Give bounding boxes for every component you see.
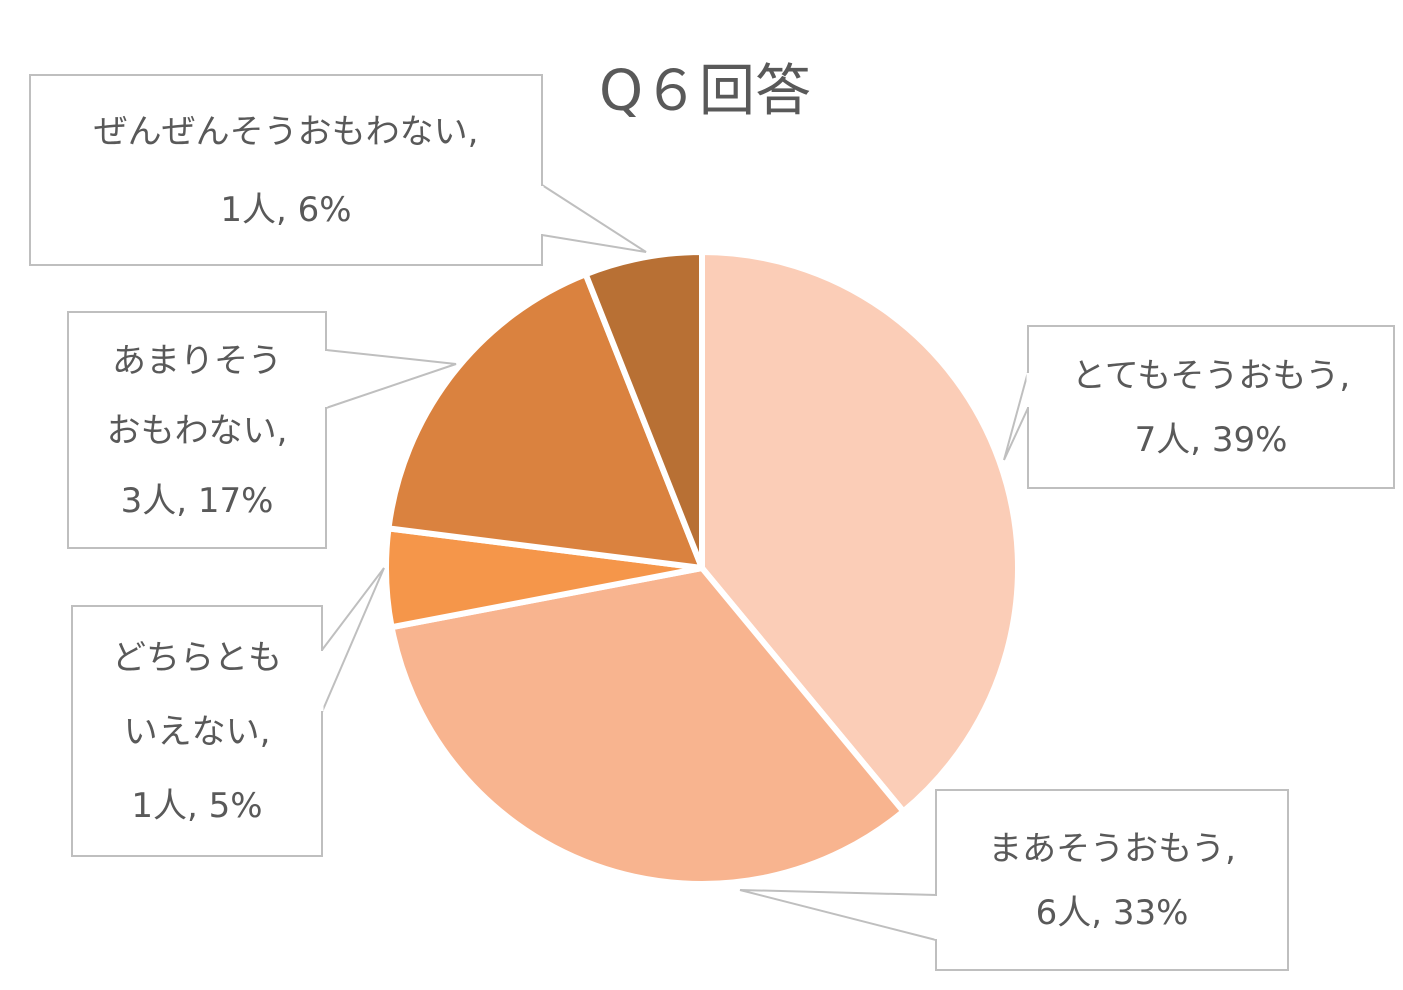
data-label-text: 3人, 17%: [121, 481, 274, 521]
data-label-text: あまりそう: [112, 341, 282, 381]
callout-pointer: [321, 567, 385, 713]
pie-slice: [699, 249, 1021, 815]
pie-slice: [385, 271, 705, 571]
data-label-text: 6人, 33%: [1036, 893, 1189, 933]
callout-pointer: [1003, 371, 1029, 461]
data-label-text: どちらとも: [112, 638, 282, 678]
callout-box: [29, 74, 543, 266]
chart-title: Q６回答: [599, 59, 811, 124]
data-label-text: ぜんぜんそうおもわない,: [94, 112, 479, 152]
callout-box: [935, 789, 1289, 971]
data-label-text: 1人, 6%: [220, 190, 351, 230]
data-label-text: とてもそうおもう,: [1072, 356, 1350, 396]
pie-slice: [388, 565, 907, 887]
callout-pointer: [541, 183, 647, 253]
data-label-text: いえない,: [124, 712, 271, 752]
callout-pointer: [739, 889, 937, 942]
data-label-text: 7人, 39%: [1135, 420, 1288, 460]
data-label-text: おもわない,: [107, 411, 288, 451]
callout-box: [67, 311, 327, 549]
callout-box: [1027, 325, 1395, 489]
data-label-callout: ぜんぜんそうおもわない, 1人, 6%: [29, 74, 647, 266]
callout-box: [71, 605, 323, 857]
pie-slices: [383, 249, 1021, 887]
data-label-callout: とてもそうおもう, 7人, 39%: [1003, 325, 1395, 489]
data-label-text: 1人, 5%: [131, 786, 262, 826]
data-label-callout: まあそうおもう, 6人, 33%: [739, 789, 1289, 971]
pie-slice: [582, 249, 705, 571]
data-label-text: まあそうおもう,: [988, 829, 1236, 869]
data-label-callouts: とてもそうおもう, 7人, 39% まあそうおもう, 6人, 33% どちらともいえない…: [29, 74, 1395, 971]
